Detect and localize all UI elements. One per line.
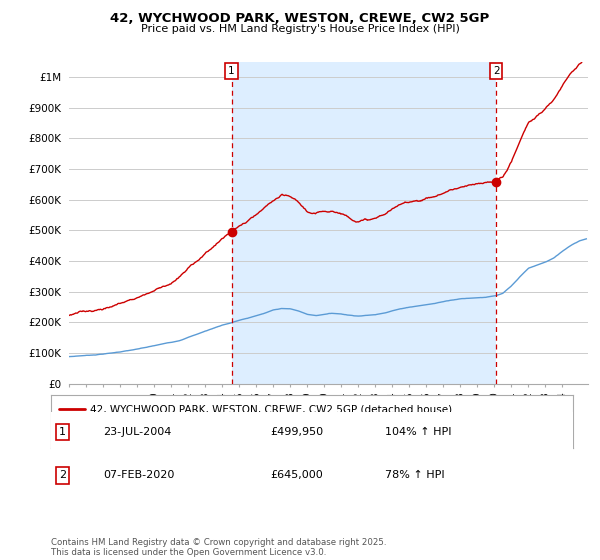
- Text: Contains HM Land Registry data © Crown copyright and database right 2025.
This d: Contains HM Land Registry data © Crown c…: [51, 538, 386, 557]
- Text: 23-JUL-2004: 23-JUL-2004: [103, 427, 172, 437]
- Text: 07-FEB-2020: 07-FEB-2020: [103, 470, 175, 480]
- Text: 104% ↑ HPI: 104% ↑ HPI: [385, 427, 452, 437]
- Text: 1: 1: [59, 427, 66, 437]
- Text: 1: 1: [228, 66, 235, 76]
- Text: £499,950: £499,950: [270, 427, 323, 437]
- Text: HPI: Average price, detached house, Cheshire East: HPI: Average price, detached house, Ches…: [90, 428, 355, 438]
- Text: 42, WYCHWOOD PARK, WESTON, CREWE, CW2 5GP (detached house): 42, WYCHWOOD PARK, WESTON, CREWE, CW2 5G…: [90, 404, 452, 414]
- Text: 42, WYCHWOOD PARK, WESTON, CREWE, CW2 5GP: 42, WYCHWOOD PARK, WESTON, CREWE, CW2 5G…: [110, 12, 490, 25]
- Text: 2: 2: [59, 470, 66, 480]
- Text: 78% ↑ HPI: 78% ↑ HPI: [385, 470, 445, 480]
- Text: £645,000: £645,000: [270, 470, 323, 480]
- Text: Price paid vs. HM Land Registry's House Price Index (HPI): Price paid vs. HM Land Registry's House …: [140, 24, 460, 34]
- Bar: [232, 62, 496, 384]
- Text: 2: 2: [493, 66, 499, 76]
